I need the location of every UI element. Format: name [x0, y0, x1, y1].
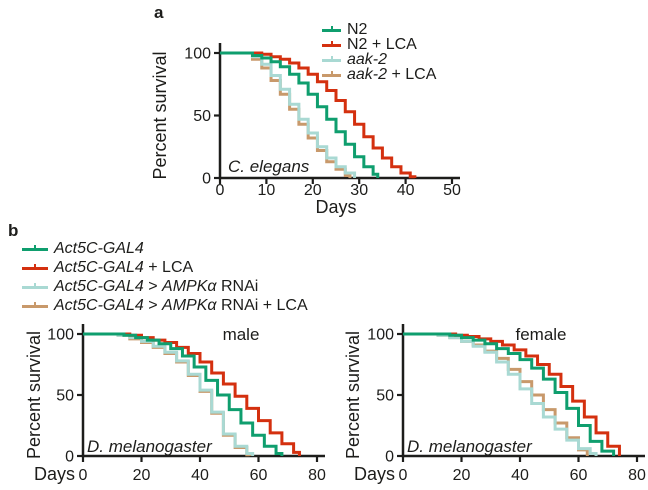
- y-axis-title: Percent survival: [150, 51, 170, 179]
- legend-item: aak-2: [322, 50, 436, 68]
- legend-line-swatch-icon: [322, 25, 341, 34]
- survival-curve-act5c-gal4: [83, 332, 284, 456]
- legend-item: Act5C-GAL4 + LCA: [22, 258, 308, 277]
- y-tick-label: 0: [202, 171, 211, 188]
- x-tick-label: 20: [133, 467, 151, 484]
- x-axis-title: Days: [354, 464, 395, 484]
- survival-curve-act5c-gal4-lca: [403, 332, 621, 456]
- y-tick-label: 50: [376, 388, 394, 405]
- legend-line-swatch-icon: [22, 282, 48, 291]
- x-tick-label: 0: [399, 467, 408, 484]
- survival-curve-aak-2: [220, 51, 357, 178]
- legend-item: Act5C-GAL4: [22, 239, 308, 258]
- survival-curve-n2-lca: [220, 51, 417, 179]
- panel-b-label: b: [8, 221, 19, 240]
- survival-curve-act5c-gal4-lca: [83, 332, 301, 456]
- legend-line-swatch-icon: [322, 40, 341, 49]
- y-tick-label: 0: [65, 449, 74, 466]
- chart-c-elegans: 0 10 20 30 40 50 0 50 100 Percent survival Days C. …: [150, 43, 461, 217]
- x-tick-label: 20: [304, 182, 322, 199]
- legend-line-swatch-icon: [22, 244, 48, 253]
- x-tick-label: 60: [250, 467, 268, 484]
- legend-line-swatch-icon: [322, 55, 341, 64]
- x-axis-title: Days: [34, 464, 75, 484]
- panel-a-label: a: [154, 3, 164, 22]
- y-tick-label: 100: [47, 327, 74, 344]
- legend-label: N2: [347, 20, 368, 38]
- x-tick-label: 60: [570, 467, 588, 484]
- legend-label: Act5C-GAL4 > AMPKα RNAi: [54, 277, 259, 295]
- legend-item: N2 + LCA: [322, 35, 436, 53]
- organism-annotation: D. melanogaster: [87, 437, 213, 456]
- panel-b-legend: Act5C-GAL4 Act5C-GAL4 + LCA Act5C-GAL4 > A…: [22, 239, 308, 315]
- x-tick-label: 80: [628, 467, 646, 484]
- legend-line-swatch-icon: [322, 70, 341, 79]
- y-tick-label: 0: [385, 449, 394, 466]
- legend-label: Act5C-GAL4 > AMPKα RNAi + LCA: [54, 296, 308, 314]
- legend-label: Act5C-GAL4: [54, 239, 144, 257]
- x-axis-title: Days: [315, 197, 356, 217]
- organism-annotation: D. melanogaster: [407, 437, 533, 456]
- y-axis-title: Percent survival: [24, 331, 44, 459]
- y-tick-label: 100: [367, 327, 394, 344]
- y-tick-label: 50: [193, 108, 211, 125]
- x-tick-label: 0: [79, 467, 88, 484]
- x-tick-label: 40: [191, 467, 209, 484]
- legend-label: Act5C-GAL4 + LCA: [54, 258, 194, 276]
- x-tick-label: 30: [350, 182, 368, 199]
- x-tick-label: 0: [216, 182, 225, 199]
- y-tick-label: 100: [184, 46, 211, 63]
- organism-annotation: C. elegans: [228, 157, 310, 176]
- plot-title: female: [515, 325, 566, 344]
- legend-label: N2 + LCA: [347, 35, 417, 53]
- legend-line-swatch-icon: [22, 263, 48, 272]
- legend-item: Act5C-GAL4 > AMPKα RNAi + LCA: [22, 296, 308, 315]
- x-tick-label: 40: [511, 467, 529, 484]
- x-tick-label: 40: [397, 182, 415, 199]
- legend-line-swatch-icon: [22, 301, 48, 310]
- legend-item: N2: [322, 20, 436, 38]
- survival-curve-act5c-gal4-ampk-rnai: [83, 332, 255, 456]
- y-axis-title: Percent survival: [343, 331, 363, 459]
- y-tick-label: 50: [56, 388, 74, 405]
- legend-item: Act5C-GAL4 > AMPKα RNAi: [22, 277, 308, 296]
- x-tick-label: 50: [443, 182, 461, 199]
- survival-curve-act5c-gal4: [403, 332, 616, 456]
- plot-title: male: [223, 325, 260, 344]
- x-tick-label: 10: [258, 182, 276, 199]
- x-tick-label: 80: [308, 467, 326, 484]
- legend-label: aak-2 + LCA: [347, 65, 437, 83]
- legend-item: aak-2 + LCA: [322, 65, 437, 83]
- survival-curve-aak-2-lca: [220, 51, 352, 178]
- survival-curve-n2: [220, 51, 380, 178]
- x-tick-label: 20: [453, 467, 471, 484]
- panel-a-legend: N2 N2 + LCA aak-2 aak-2 + LCA: [322, 20, 437, 83]
- legend-label: aak-2: [347, 50, 388, 68]
